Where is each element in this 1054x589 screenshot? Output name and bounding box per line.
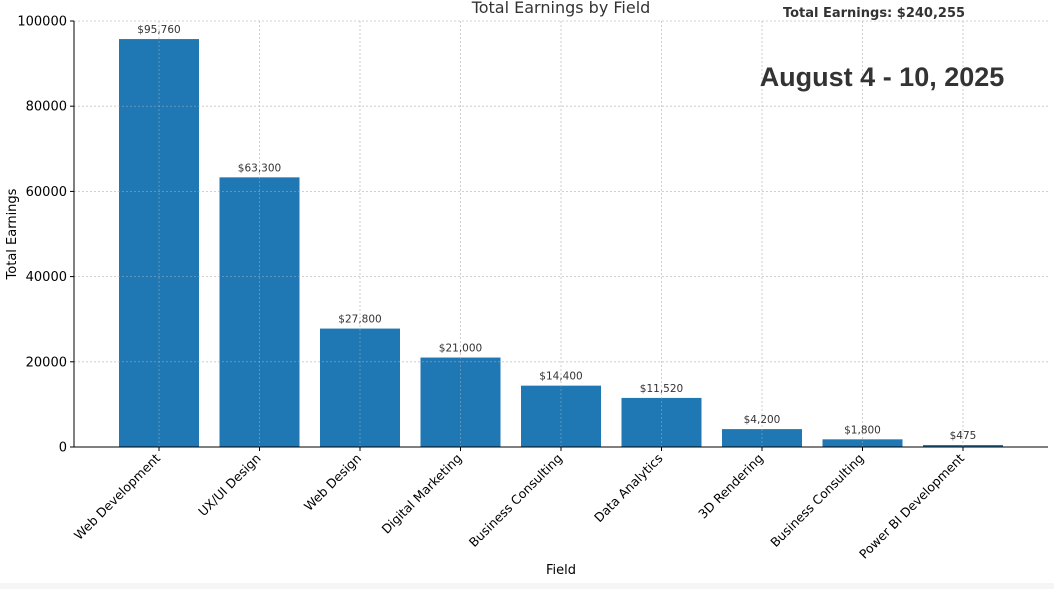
- bars: [74, 20, 1048, 448]
- bar-value-label: $11,520: [640, 383, 683, 395]
- bar-value-label: $95,760: [137, 24, 180, 36]
- y-tick-label: 20000: [26, 355, 67, 370]
- x-tick-label: Digital Marketing: [378, 451, 464, 537]
- x-tick-label: Power BI Development: [856, 450, 967, 561]
- y-tick-label: 60000: [26, 185, 67, 200]
- bar-value-label: $21,000: [439, 343, 482, 355]
- bottom-strip: [0, 583, 1054, 589]
- x-axis-label: Field: [546, 563, 576, 578]
- bar: [320, 328, 400, 447]
- x-tick-label: UX/UI Design: [195, 451, 264, 520]
- x-tick-label: Web Development: [71, 450, 163, 542]
- bar: [822, 439, 903, 447]
- bar-value-label: $475: [950, 430, 977, 442]
- total-earnings-label: Total Earnings: $240,255: [783, 6, 965, 21]
- bar: [521, 385, 601, 447]
- y-tick-label: 100000: [17, 15, 67, 30]
- y-tick-label: 40000: [26, 270, 67, 285]
- bar-value-label: $4,200: [744, 414, 781, 426]
- y-axis-label: Total Earnings: [5, 188, 20, 280]
- x-tick-label: Business Consulting: [466, 451, 565, 550]
- bar: [119, 39, 199, 447]
- bar-value-label: $63,300: [238, 162, 281, 174]
- y-tick-label: 80000: [26, 100, 67, 115]
- x-tick-label: Web Design: [301, 451, 364, 514]
- value-labels: $95,760 $63,300 $27,800 $21,000 $14,400 $11,5…: [137, 24, 976, 442]
- y-ticks: 0 20000 40000 60000 80000 100000: [17, 15, 74, 456]
- bar-value-label: $1,800: [844, 424, 881, 436]
- chart-title: Total Earnings by Field: [471, 0, 651, 17]
- x-tick-label: Business Consulting: [767, 451, 866, 550]
- bar-value-label: $27,800: [338, 314, 381, 326]
- x-tick-label: Data Analytics: [591, 451, 666, 526]
- date-range-label: August 4 - 10, 2025: [760, 62, 1005, 92]
- bar-value-label: $14,400: [539, 371, 582, 383]
- x-ticks: Web Development UX/UI Design Web Design Dig…: [71, 447, 967, 562]
- x-tick-label: 3D Rendering: [695, 451, 766, 522]
- y-tick-label: 0: [59, 441, 67, 456]
